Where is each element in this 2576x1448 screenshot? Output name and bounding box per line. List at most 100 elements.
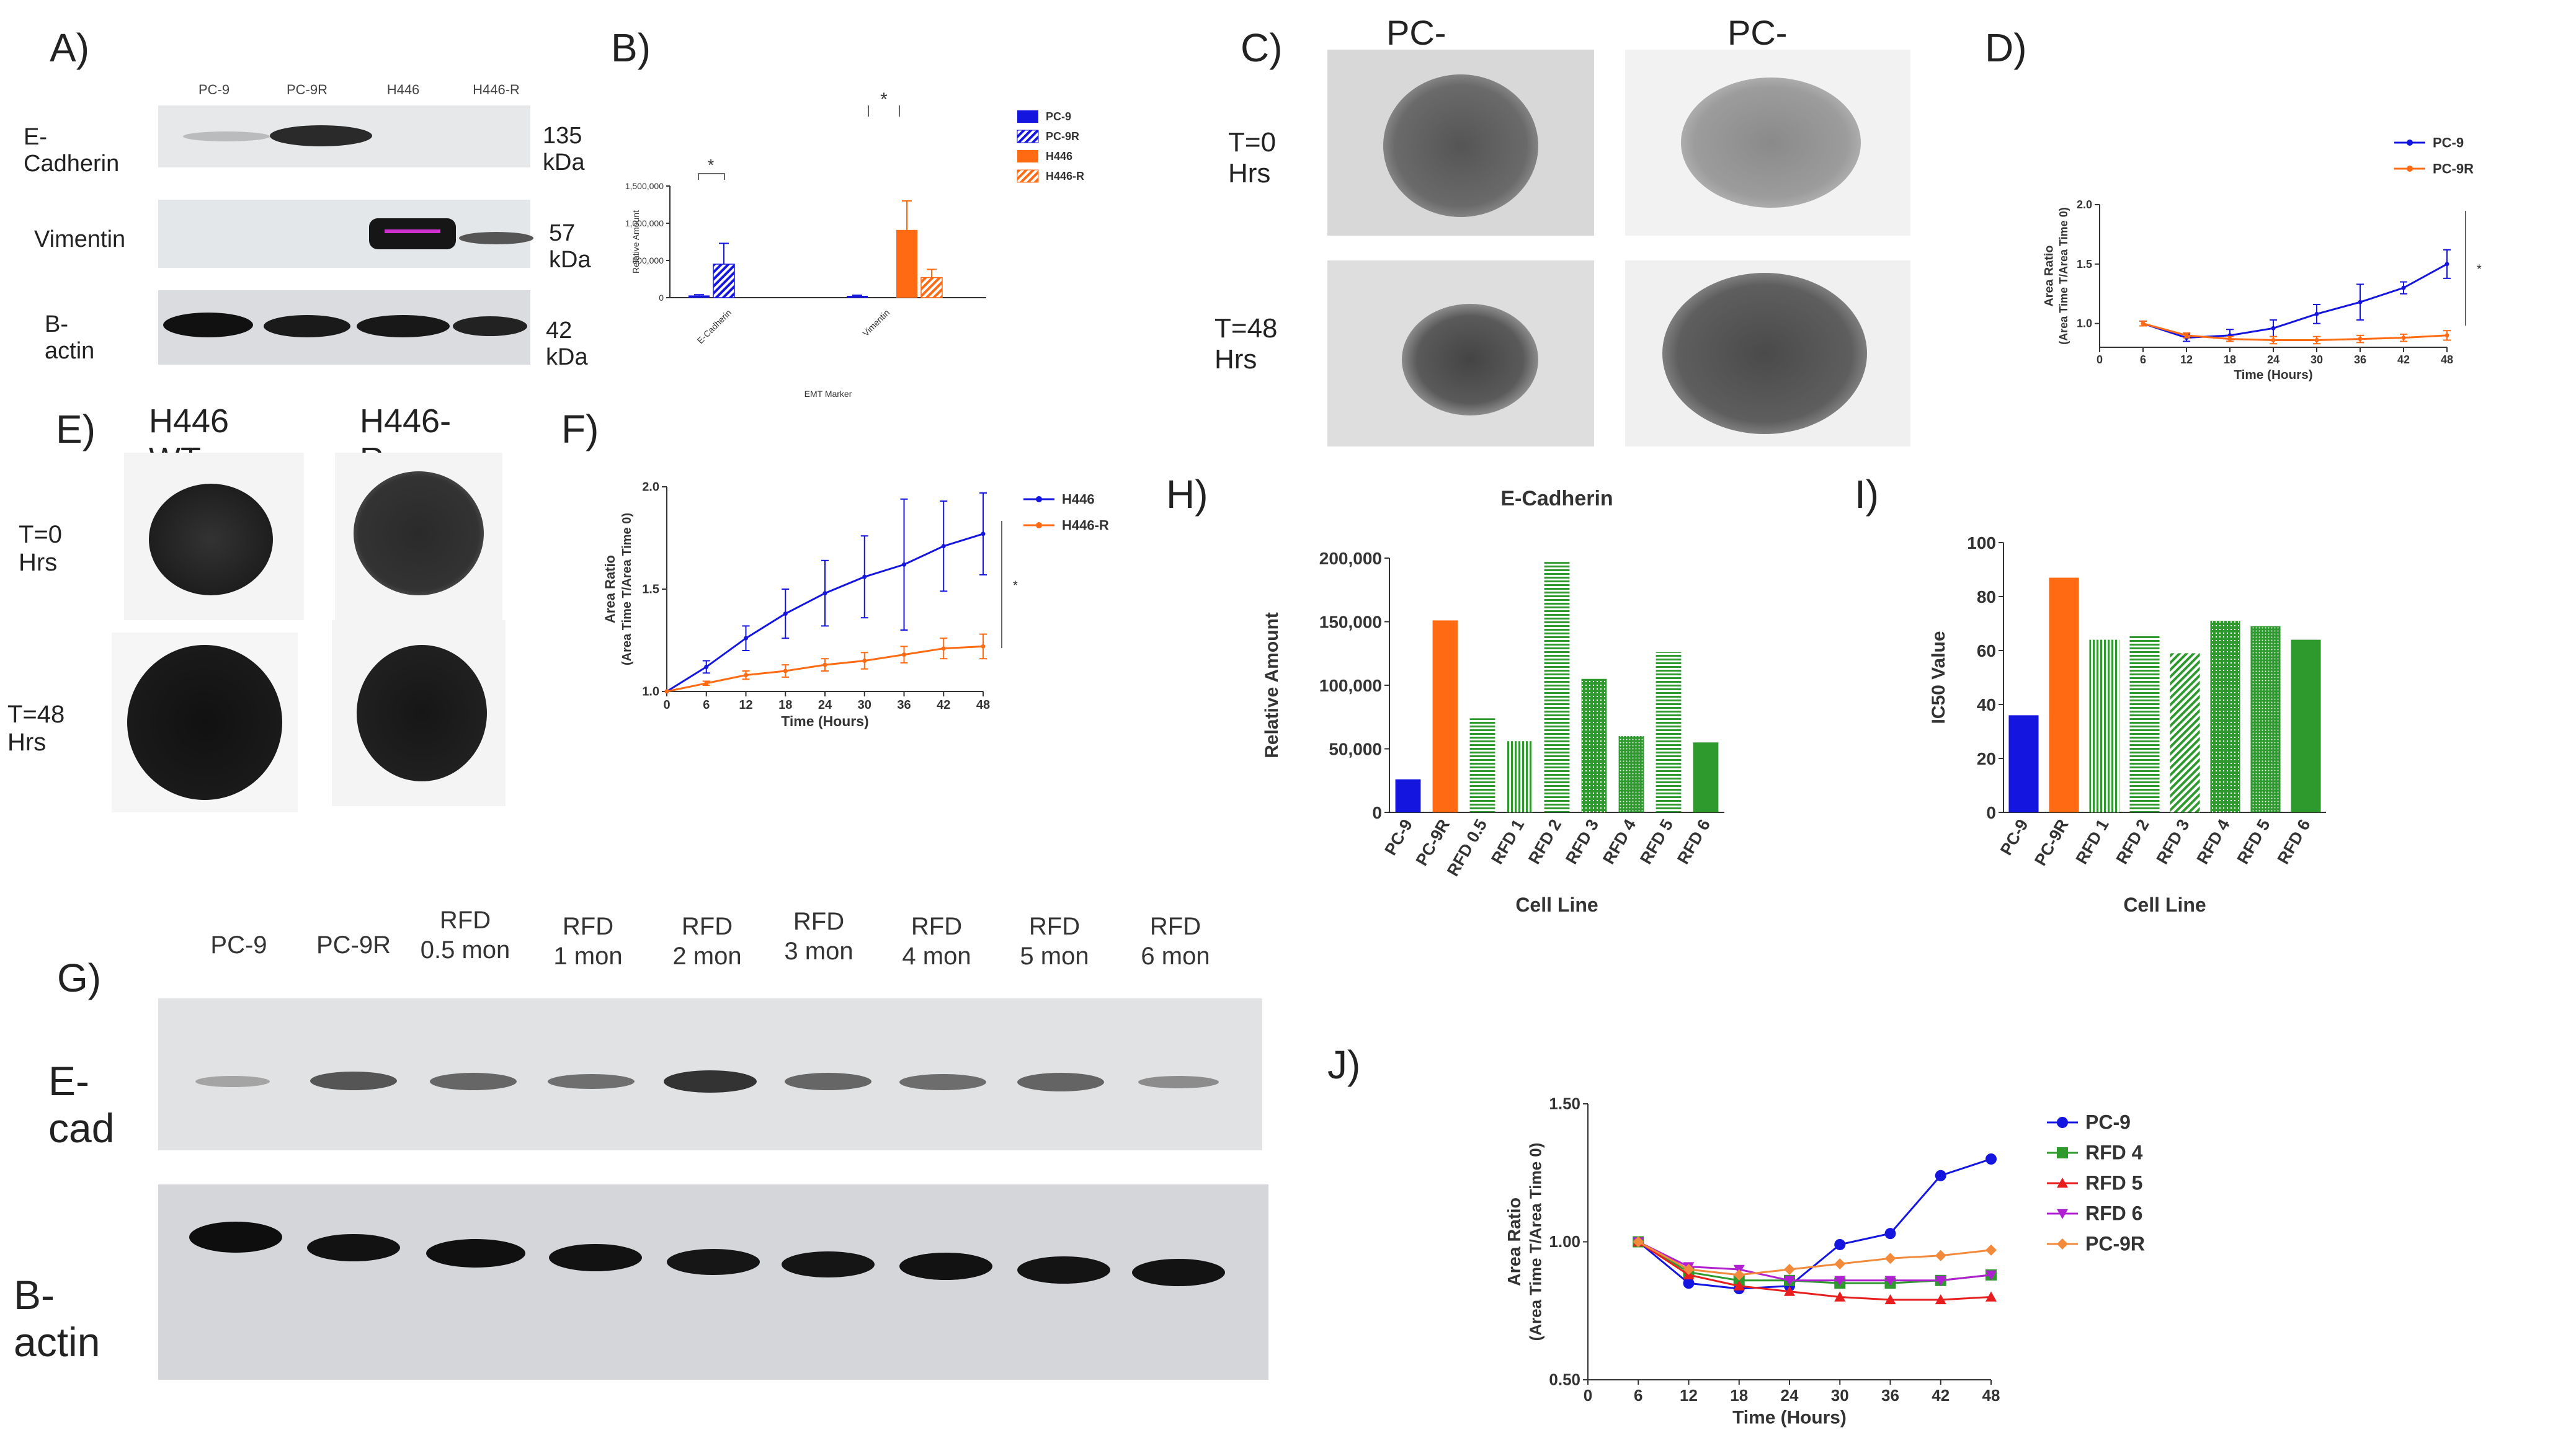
legend-swatch — [1017, 130, 1039, 143]
x-tick-label: 18 — [2224, 353, 2236, 366]
data-point-PC-9R — [2358, 337, 2363, 342]
data-point-PC-9R — [2227, 337, 2232, 342]
bar-RFD-6 — [1693, 742, 1719, 812]
data-point-H446-R — [783, 668, 788, 673]
x-axis-label: EMT Marker — [804, 389, 852, 399]
legend-swatch — [1017, 110, 1038, 123]
blot-g-lane-5: RFD 2 mon — [672, 913, 742, 970]
chart-title: E-Cadherin — [1500, 487, 1613, 510]
data-point-PC-9R — [1985, 1244, 1997, 1256]
spheroid-c-row1: T=0 Hrs — [1228, 127, 1277, 189]
panel-label-i: I) — [1855, 472, 1879, 517]
chart-i: 0 20 40 60 80 100 IC50 Value Cell Line PC-9PC-9R… — [1928, 533, 2326, 916]
spheroid-e-row2: T=48 Hrs — [7, 701, 65, 756]
y-tick-label: 150,000 — [1319, 613, 1382, 632]
x-tick-label: RFD 6 — [2274, 816, 2314, 868]
x-tick-label: 12 — [2180, 353, 2193, 366]
blot-g-row-actin: B-actin — [14, 1272, 100, 1365]
bar-RFD-5 — [1656, 652, 1682, 812]
band — [310, 1072, 397, 1090]
data-point-RFD 6 — [1784, 1276, 1795, 1286]
y-tick-label: 200,000 — [1319, 549, 1382, 568]
data-point-RFD 5 — [1834, 1291, 1846, 1302]
data-point-PC-9 — [1985, 1153, 1997, 1165]
x-tick-label: RFD 1 — [1487, 816, 1528, 868]
legend-swatch — [1017, 150, 1038, 162]
data-point-PC-9 — [1935, 1170, 1946, 1181]
blot-a-strip-vim — [158, 200, 533, 268]
bar-RFD-4 — [1618, 736, 1644, 812]
y-tick-label: 0.50 — [1549, 1370, 1580, 1389]
data-point-H446 — [941, 544, 946, 549]
x-tick-label: RFD 6 — [1674, 816, 1714, 868]
legend-swatch — [1017, 169, 1039, 183]
spheroid-image-pc9-t48 — [1327, 260, 1594, 446]
band — [548, 1074, 635, 1089]
data-point-RFD 6 — [1884, 1276, 1896, 1286]
y-tick-label: 50,000 — [1329, 740, 1382, 759]
data-point-PC-9 — [1683, 1277, 1695, 1289]
bar-RFD-0.5 — [1469, 718, 1495, 812]
x-tick-label: PC-9 — [1997, 816, 2032, 858]
x-tick-label: 36 — [1881, 1386, 1899, 1405]
blot-a-lane-2: PC-9R — [286, 82, 328, 97]
bar-RFD-2 — [2129, 634, 2160, 812]
data-point-PC-9R — [2314, 338, 2319, 342]
band — [183, 131, 270, 141]
legend-label: PC-9 — [1046, 110, 1071, 123]
data-point-RFD 6 — [1834, 1276, 1846, 1286]
band — [453, 316, 527, 336]
legend-marker — [2057, 1117, 2068, 1128]
data-point-PC-9 — [2445, 262, 2449, 267]
x-tick-label: 42 — [2397, 353, 2410, 366]
data-point-H446-R — [862, 659, 867, 663]
legend-label: RFD 5 — [2085, 1172, 2142, 1194]
blot-g-lane-4: RFD 1 mon — [553, 913, 623, 970]
data-point-PC-9R — [1633, 1236, 1644, 1248]
y-axis-label-2: (Area Time T/Area Time 0) — [620, 513, 634, 665]
y-tick-label: 100 — [1967, 533, 1996, 553]
data-point-PC-9R — [1935, 1250, 1946, 1261]
blot-a-kda-actin: 42 kDa — [546, 318, 588, 370]
panel-label-e: E) — [56, 407, 96, 451]
blot-g-lane-6: RFD 3 mon — [784, 908, 853, 965]
panel-label-g: G) — [57, 956, 102, 1000]
legend-label: H446 — [1062, 491, 1095, 507]
spheroid-image-h446r-t0 — [335, 453, 502, 620]
series-line-RFD 5 — [1638, 1241, 1992, 1301]
bar-PC-9 — [1395, 779, 1421, 812]
x-tick-label: 48 — [1982, 1386, 2000, 1405]
blot-a-row-actin: B-actin — [45, 311, 95, 364]
blot-a-lane-1: PC-9 — [198, 82, 230, 97]
x-tick-label: RFD 5 — [2234, 816, 2274, 868]
series-line-RFD 6 — [1638, 1241, 1992, 1282]
legend-label: PC-9R — [1046, 130, 1079, 143]
x-tick-label: 42 — [937, 698, 950, 712]
x-tick-label: 48 — [976, 698, 990, 712]
series-line-PC-9 — [2142, 263, 2448, 339]
x-tick-label: RFD 2 — [1525, 816, 1565, 868]
x-tick-label: RFD 3 — [2153, 816, 2193, 868]
y-tick-label: 80 — [1977, 587, 1996, 606]
bar-RFD-1 — [2089, 639, 2119, 812]
band — [163, 313, 253, 337]
spheroid — [1681, 78, 1861, 208]
x-tick-label: PC-9R — [1412, 816, 1453, 869]
chart-h: E-Cadherin 0 50,000 100,000 150,000 200,000 Re… — [1262, 487, 1724, 916]
data-point-H446-R — [822, 662, 827, 667]
x-tick-label: 24 — [1781, 1386, 1799, 1405]
data-point-RFD 5 — [1784, 1286, 1795, 1296]
series-line-PC-9 — [1638, 1158, 1992, 1290]
data-point-RFD 6 — [1985, 1270, 1997, 1281]
bar-RFD-4 — [2210, 621, 2240, 812]
data-point-PC-9R — [2401, 335, 2406, 340]
spheroid-image-pc9-t0 — [1327, 50, 1594, 236]
x-tick-label: 0 — [2097, 353, 2103, 366]
data-point-PC-9R — [2141, 321, 2146, 326]
chart-j: 0 6 12 18 24 30 36 42 48 0.50 1.00 1.50 Time (Hours)… — [1505, 1095, 2145, 1428]
data-point-PC-9 — [2271, 326, 2276, 331]
x-tick-label: 24 — [2267, 353, 2280, 366]
bar-H446-R — [920, 277, 943, 298]
band — [899, 1074, 986, 1090]
data-point-H446-R — [704, 681, 709, 686]
